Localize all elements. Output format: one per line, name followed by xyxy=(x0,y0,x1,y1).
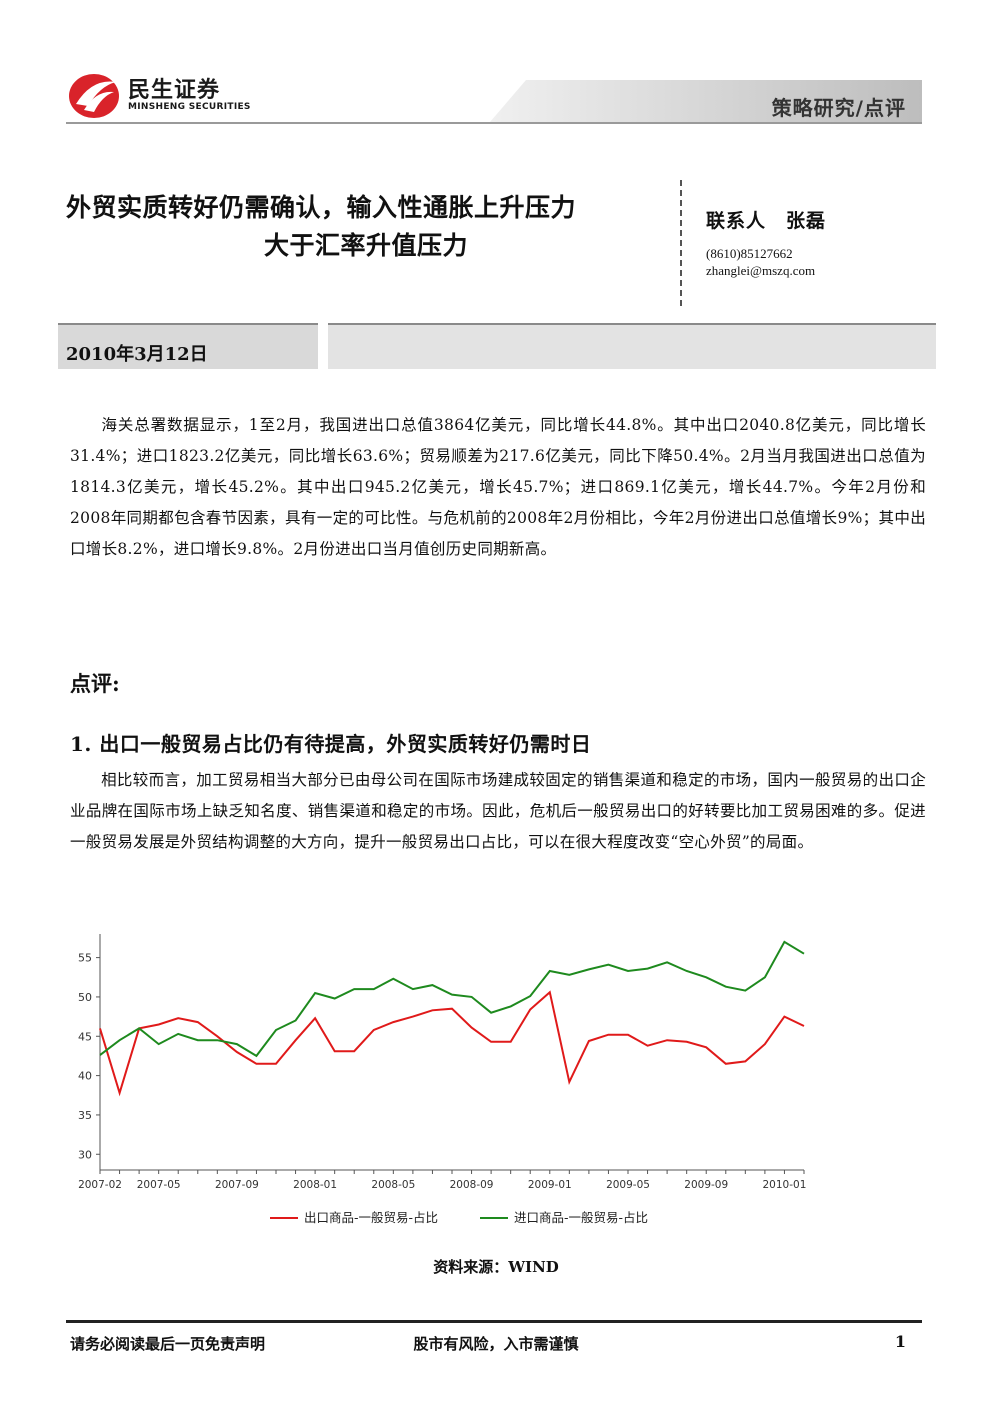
y-tick-label: 35 xyxy=(78,1109,92,1122)
x-tick-label: 2009-01 xyxy=(528,1179,572,1191)
y-tick-label: 30 xyxy=(78,1148,92,1161)
legend-label-2: 进口商品-一般贸易-占比 xyxy=(514,1210,648,1225)
paragraph-section-1-text: 相比较而言，加工贸易相当大部分已由母公司在国际市场建成较固定的销售渠道和稳定的市… xyxy=(70,771,926,851)
x-tick-label: 2009-09 xyxy=(684,1179,728,1191)
paragraph-intro: 海关总署数据显示，1至2月，我国进出口总值3864亿美元，同比增长44.8%。其… xyxy=(70,410,926,565)
series-line-2 xyxy=(99,940,805,1058)
report-category-tag: 策略研究/点评 xyxy=(771,96,906,120)
y-tick-label: 40 xyxy=(78,1070,92,1083)
trade-share-line-chart: 30 35 40 45 50 55 2007-02 2007-05 2007-09 2008-01… xyxy=(78,934,807,1225)
y-tick-label: 50 xyxy=(78,991,92,1004)
date-bar-filler xyxy=(328,323,936,369)
x-tick-label: 2007-02 xyxy=(78,1179,122,1191)
contact-phone: (8610)85127662 xyxy=(706,246,793,261)
report-date: 2010年3月12日 xyxy=(66,344,208,365)
report-title-line2: 大于汇率升值压力 xyxy=(263,231,468,260)
x-tick-label: 2010-01 xyxy=(763,1179,807,1191)
paragraph-intro-text: 海关总署数据显示，1至2月，我国进出口总值3864亿美元，同比增长44.8%。其… xyxy=(70,416,926,558)
report-title-line1: 外贸实质转好仍需确认，输入性通胀上升压力 xyxy=(66,193,577,222)
footer-risk-warning: 股市有风险，入市需谨慎 xyxy=(413,1335,579,1353)
minsheng-logo-icon xyxy=(69,74,119,118)
logo-text-cn: 民生证券 xyxy=(128,78,221,103)
contact-name: 联系人 张磊 xyxy=(706,210,827,232)
footer-rule xyxy=(66,1320,922,1323)
date-box xyxy=(58,323,318,369)
header-band xyxy=(490,80,922,122)
section-1-heading: 1. 出口一般贸易占比仍有待提高，外贸实质转好仍需时日 xyxy=(70,732,592,756)
contact-email[interactable]: zhanglei@mszq.com xyxy=(706,263,816,278)
x-tick-label: 2008-09 xyxy=(450,1179,494,1191)
y-tick-label: 45 xyxy=(78,1030,92,1043)
review-heading: 点评: xyxy=(70,671,120,696)
x-tick-label: 2007-09 xyxy=(215,1179,259,1191)
footer-disclaimer[interactable]: 请务必阅读最后一页免责声明 xyxy=(70,1335,266,1353)
paragraph-section-1: 相比较而言，加工贸易相当大部分已由母公司在国际市场建成较固定的销售渠道和稳定的市… xyxy=(70,765,926,858)
logo-text-en: MINSHENG SECURITIES xyxy=(128,102,251,112)
legend-label-1: 出口商品-一般贸易-占比 xyxy=(304,1210,438,1225)
x-tick-label: 2008-01 xyxy=(293,1179,337,1191)
y-tick-label: 55 xyxy=(78,952,92,965)
x-tick-label: 2007-05 xyxy=(137,1179,181,1191)
header-rule xyxy=(66,122,922,124)
series-line-1 xyxy=(99,990,805,1097)
x-tick-label: 2009-05 xyxy=(606,1179,650,1191)
x-tick-label: 2008-05 xyxy=(371,1179,415,1191)
chart-source: 资料来源：WIND xyxy=(433,1258,559,1276)
page-number: 1 xyxy=(894,1332,906,1351)
title-divider xyxy=(680,180,682,306)
